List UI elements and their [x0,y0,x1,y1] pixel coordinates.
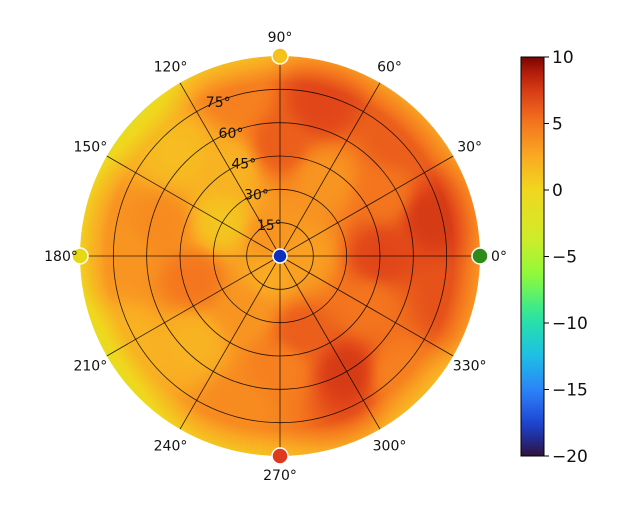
angle-gridline [106,255,281,357]
colorbar-ticks: 10 5 0 −5 −10 −15 −20 [544,48,588,467]
data-marker [271,447,289,465]
colorbar-tick-label: 5 [552,115,563,135]
angle-tick-label: 300° [373,439,407,455]
data-marker [271,47,289,65]
angle-gridline [279,155,454,257]
radial-tick-label: 45° [231,157,256,173]
colorbar-tick-label: 0 [552,181,563,201]
radial-tick-label: 15° [257,218,282,234]
angle-tick-label: 180° [44,249,78,265]
colorbar: 10 5 0 −5 −10 −15 −20 [520,48,588,467]
colorbar-tick-label: −5 [552,248,577,268]
angle-tick-label: 30° [457,140,482,156]
angle-tick-label: 90° [268,30,293,46]
colorbar-tick-label: −20 [552,447,588,467]
angle-gridline [179,82,281,257]
colorbar-tick-label: 10 [552,48,574,68]
angle-gridline [179,255,281,430]
angle-tick-label: 0° [491,249,507,265]
angle-tick-labels: 0° 30° 60° 90° 120° 150° 180° 210° 240° 270° 300° 3… [44,30,507,484]
colorbar-tick-label: −10 [552,314,588,334]
polar-grid [80,56,480,456]
angle-gridline [279,255,381,430]
angle-tick-label: 150° [73,140,107,156]
colorbar-gradient [520,56,545,457]
angle-gridline [106,155,281,257]
angle-tick-label: 60° [377,59,402,75]
radial-tick-label: 30° [244,187,269,203]
radial-tick-label: 75° [206,95,231,111]
angle-gridline [279,82,381,257]
data-marker [71,247,89,265]
angle-tick-label: 120° [154,59,188,75]
angle-tick-label: 330° [453,359,487,375]
angle-tick-label: 210° [73,359,107,375]
data-marker [272,248,288,264]
angle-gridline [279,255,454,357]
polar-plot-area: 0° 30° 60° 90° 120° 150° 180° 210° 240° 270° 300° 3… [44,30,507,484]
edge-markers [71,47,489,465]
radial-tick-label: 60° [219,126,244,142]
radial-tick-labels: 15° 30° 45° 60° 75° [206,95,282,234]
colorbar-tick-label: −15 [552,381,588,401]
data-marker [471,247,489,265]
angle-tick-label: 240° [154,439,188,455]
angle-tick-label: 270° [263,468,297,484]
